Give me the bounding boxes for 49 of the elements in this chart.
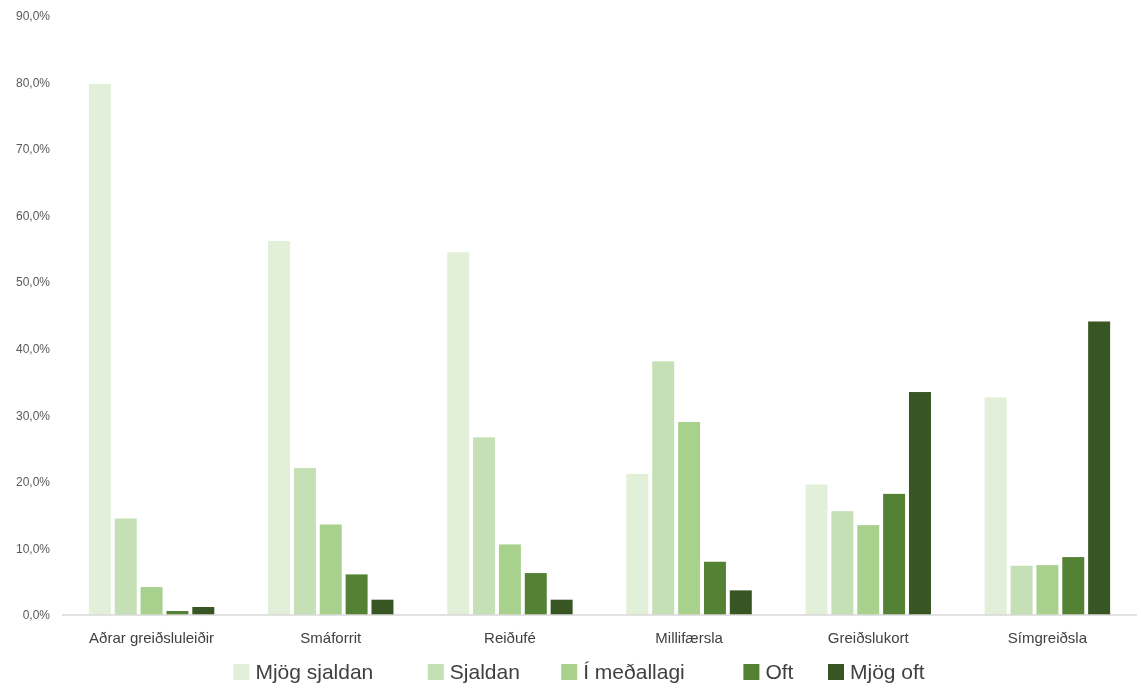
- bar: [1036, 565, 1059, 615]
- x-tick-label: Millifærsla: [655, 629, 724, 646]
- bar: [447, 252, 470, 615]
- bar: [1010, 565, 1033, 615]
- bar: [268, 240, 291, 615]
- legend-label: Í meðallagi: [583, 660, 685, 683]
- bar: [908, 392, 931, 615]
- bar: [805, 484, 828, 615]
- y-tick-label: 50,0%: [15, 275, 51, 290]
- bar: [114, 518, 137, 615]
- bar: [1088, 321, 1111, 615]
- y-tick-label: 70,0%: [15, 142, 51, 157]
- legend-label: Oft: [765, 660, 794, 683]
- bar: [345, 574, 368, 615]
- y-tick-label: 10,0%: [15, 541, 51, 556]
- bar: [524, 573, 547, 615]
- bar: [140, 587, 163, 615]
- x-tick-label: Smáforrit: [300, 629, 362, 646]
- legend-label: Mjög sjaldan: [255, 660, 374, 683]
- bar: [678, 421, 701, 615]
- bar: [550, 599, 573, 615]
- bar: [1062, 557, 1085, 615]
- y-tick-label: 80,0%: [15, 75, 51, 90]
- legend-label: Mjög oft: [850, 660, 925, 683]
- bar: [498, 544, 521, 615]
- bar: [626, 473, 649, 615]
- y-tick-label: 0,0%: [22, 608, 51, 623]
- x-tick-label: Aðrar greiðsluleiðir: [89, 629, 215, 646]
- bar: [857, 525, 880, 615]
- x-tick-label: Greiðslukort: [827, 629, 910, 646]
- bar: [473, 437, 496, 615]
- y-tick-label: 60,0%: [15, 208, 51, 223]
- bar: [703, 561, 726, 615]
- bar: [984, 397, 1007, 615]
- bar: [729, 590, 752, 615]
- bar: [831, 511, 854, 615]
- y-tick-label: 20,0%: [15, 475, 51, 490]
- bar: [652, 361, 675, 615]
- bar: [293, 467, 316, 615]
- x-tick-label: Símgreiðsla: [1007, 629, 1088, 646]
- y-tick-label: 30,0%: [15, 408, 51, 423]
- bar: [371, 599, 394, 615]
- x-tick-label: Reiðufé: [484, 629, 536, 646]
- y-tick-label: 90,0%: [15, 9, 51, 24]
- y-tick-label: 40,0%: [15, 341, 51, 356]
- bar: [319, 524, 342, 615]
- bar: [88, 83, 111, 615]
- bar: [883, 493, 906, 615]
- legend-label: Sjaldan: [449, 660, 520, 683]
